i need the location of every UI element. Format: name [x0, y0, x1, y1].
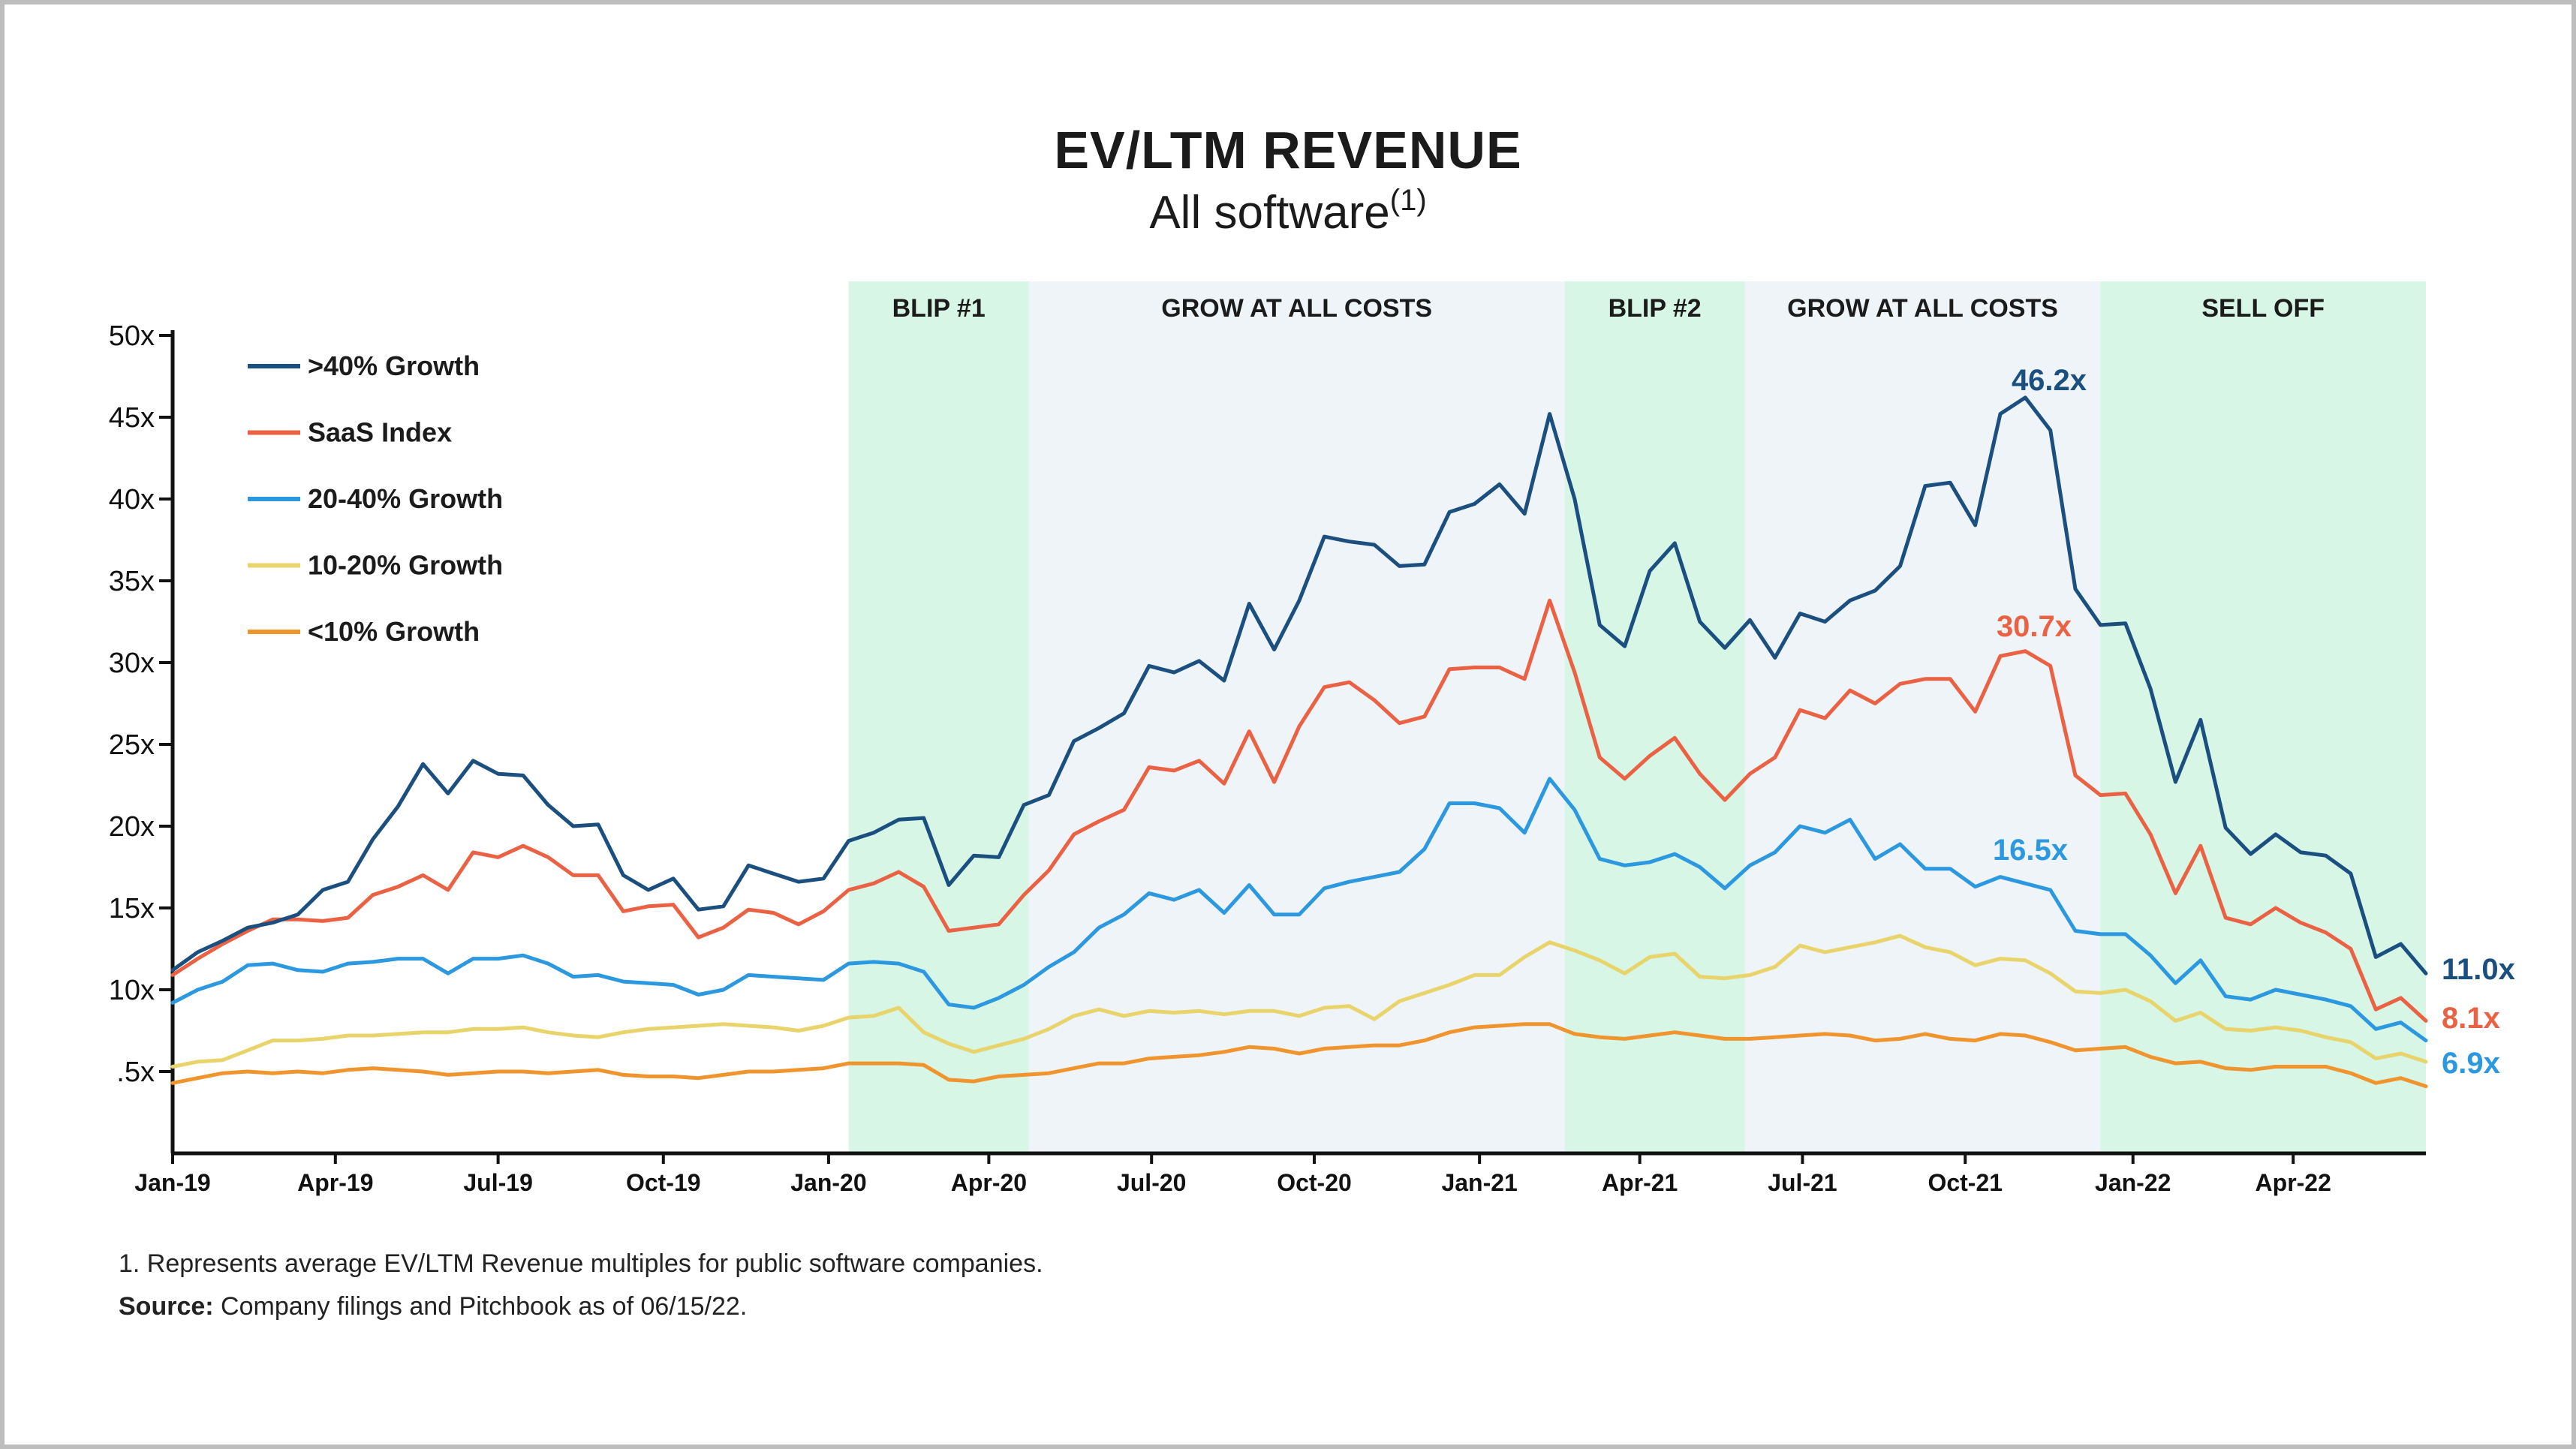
x-tick-label: Apr-22: [2256, 1169, 2331, 1196]
series-annotation-1: 46.2x: [2012, 364, 2087, 397]
y-tick-label: 15x: [109, 893, 155, 924]
x-tick-label: Oct-20: [1277, 1169, 1352, 1196]
x-tick-label: Jan-19: [134, 1169, 210, 1196]
phase-band-5: [2100, 281, 2426, 1153]
series-line-2: [170, 598, 2428, 1023]
subtitle-footnote-marker: (1): [1389, 184, 1427, 217]
x-tick-label: Apr-19: [297, 1169, 373, 1196]
y-tick-label: 40x: [109, 484, 155, 516]
legend-label: <10% Growth: [308, 616, 480, 647]
y-tick-label: 30x: [109, 648, 155, 679]
phase-label-5: SELL OFF: [2201, 294, 2325, 323]
y-tick-label: 45x: [109, 402, 155, 434]
phase-label-4: GROW AT ALL COSTS: [1787, 294, 2058, 323]
series-end-label-3: 6.9x: [2442, 1047, 2500, 1080]
source-text: Company filings and Pitchbook as of 06/1…: [221, 1292, 748, 1321]
chart-title: EV/LTM REVENUE: [1054, 121, 1522, 179]
legend-label: >40% Growth: [308, 350, 480, 381]
y-tick-label: .5x: [116, 1057, 155, 1088]
chart-subtitle: All software(1): [0, 184, 2576, 239]
y-tick-label: 35x: [109, 566, 155, 597]
y-tick-label: 25x: [109, 729, 155, 761]
phase-band-2: [1028, 281, 1565, 1153]
y-tick-label: 20x: [109, 811, 155, 843]
x-tick-label: Jul-21: [1768, 1169, 1837, 1196]
series-line-4: [170, 933, 2428, 1069]
series-end-label-2: 8.1x: [2442, 1002, 2500, 1035]
x-tick-label: Jul-20: [1117, 1169, 1186, 1196]
series-end-label-1: 11.0x: [2442, 953, 2515, 986]
phase-label-1: BLIP #1: [892, 294, 986, 323]
legend-label: 10-20% Growth: [308, 550, 503, 581]
y-tick-label: 10x: [109, 975, 155, 1006]
x-tick-label: Apr-20: [951, 1169, 1027, 1196]
legend-label: SaaS Index: [308, 417, 452, 448]
series-line-5: [170, 1022, 2428, 1089]
series-line-3: [170, 777, 2428, 1043]
legend-label: 20-40% Growth: [308, 483, 503, 514]
series-annotation-2: 30.7x: [1997, 610, 2072, 643]
series-line-1: [170, 395, 2428, 976]
phase-band-3: [1564, 281, 1745, 1153]
x-tick-label: Oct-19: [626, 1169, 701, 1196]
chart-subtitle-text: All software: [1149, 187, 1390, 239]
x-tick-label: Jul-19: [463, 1169, 532, 1196]
source-note: Source: Company filings and Pitchbook as…: [119, 1292, 747, 1321]
x-tick-label: Apr-21: [1602, 1169, 1678, 1196]
phase-band-1: [848, 281, 1029, 1153]
x-tick-label: Jan-20: [790, 1169, 866, 1196]
source-label: Source:: [119, 1292, 214, 1321]
x-tick-label: Oct-21: [1927, 1169, 2003, 1196]
series-annotation-3: 16.5x: [1993, 834, 2068, 867]
x-tick-label: Jan-22: [2095, 1169, 2171, 1196]
x-tick-label: Jan-21: [1441, 1169, 1517, 1196]
footnote: 1. Represents average EV/LTM Revenue mul…: [119, 1249, 1043, 1278]
y-tick-label: 50x: [109, 320, 155, 352]
phase-band-4: [1744, 281, 2101, 1153]
phase-label-2: GROW AT ALL COSTS: [1161, 294, 1432, 323]
phase-label-3: BLIP #2: [1608, 294, 1702, 323]
